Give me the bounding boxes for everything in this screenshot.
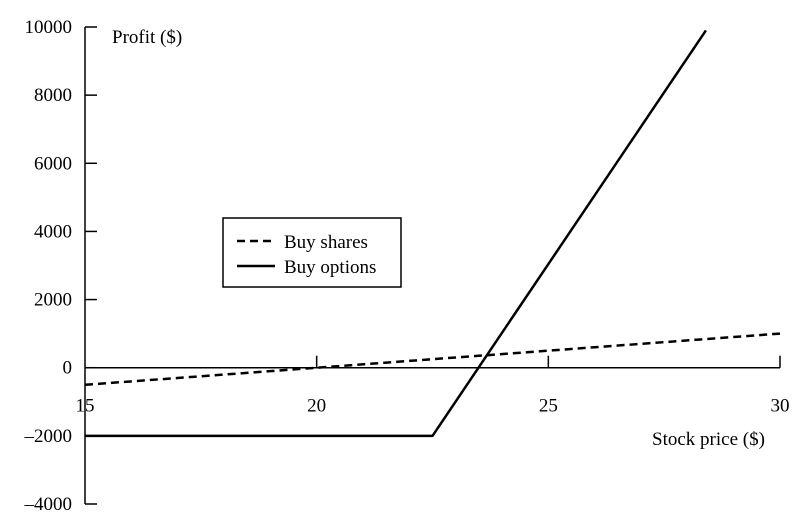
y-tick-label: –2000 <box>24 426 73 447</box>
x-tick-label: 25 <box>539 396 558 417</box>
series-line-buy-options <box>85 29 707 438</box>
x-tick-label: 30 <box>771 396 790 417</box>
x-tick-label: 15 <box>76 396 95 417</box>
series-layer <box>84 29 781 438</box>
y-tick-label: 2000 <box>34 290 72 311</box>
series-line-buy-shares <box>84 332 781 387</box>
y-tick-label: 0 <box>63 358 73 379</box>
y-tick-label: 8000 <box>34 85 72 106</box>
x-tick-label: 20 <box>307 396 326 417</box>
y-tick-label: –4000 <box>24 494 73 515</box>
legend-box <box>222 217 402 288</box>
y-tick-label: 10000 <box>25 17 73 38</box>
legend-label-buy-shares: Buy shares <box>284 232 368 253</box>
y-axis-title: Profit ($) <box>112 27 182 48</box>
legend: Buy shares Buy options <box>222 217 402 288</box>
axes: 10000 8000 6000 4000 2000 0 –2000 –4000 15 20 25 30 <box>24 17 790 515</box>
y-tick-label: 4000 <box>34 221 72 242</box>
legend-label-buy-options: Buy options <box>284 257 376 278</box>
x-axis-title: Stock price ($) <box>652 429 765 450</box>
y-tick-label: 6000 <box>34 153 72 174</box>
